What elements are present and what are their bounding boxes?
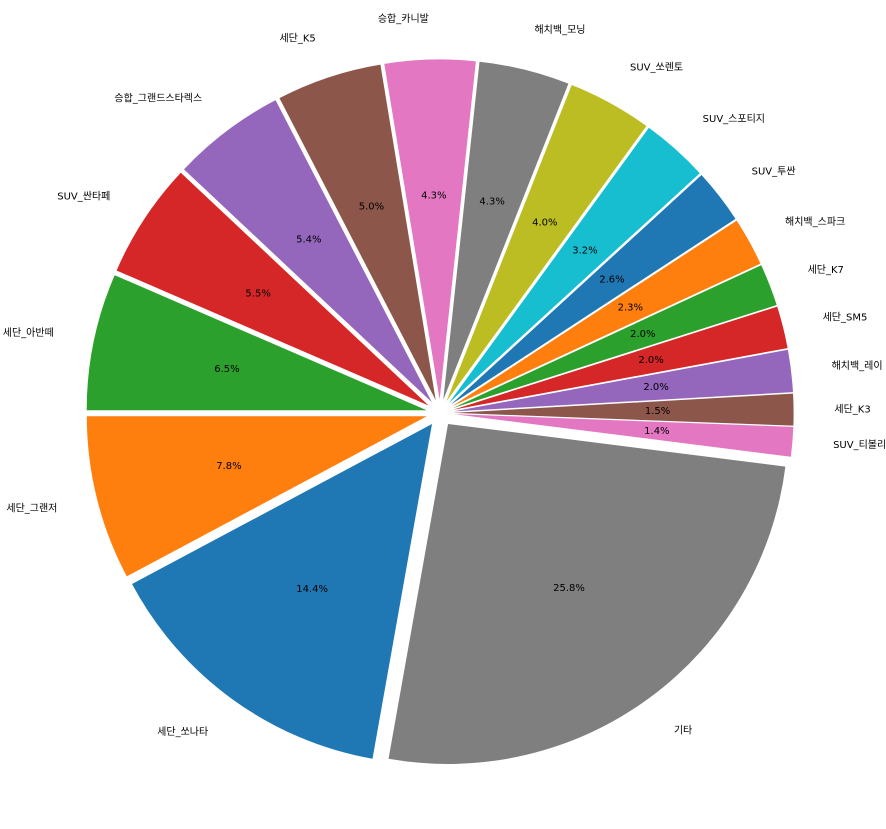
slice-category-label: SUV_투싼 xyxy=(752,165,796,177)
slice-percentage-label: 1.4% xyxy=(644,426,669,437)
slice-category-label: 세단_쏘나타 xyxy=(157,726,208,738)
pie-slice xyxy=(443,61,569,400)
slice-percentage-label: 1.5% xyxy=(645,406,670,417)
pie-slice xyxy=(86,275,427,411)
slice-category-label: 세단_SM5 xyxy=(823,311,868,323)
pie-slice xyxy=(86,416,427,577)
pie-slice xyxy=(450,175,736,405)
slice-percentage-label: 5.5% xyxy=(245,289,270,300)
pie-slice xyxy=(384,59,476,400)
slice-percentage-label: 7.8% xyxy=(216,461,241,472)
slice-percentage-label: 2.3% xyxy=(618,303,643,314)
pie-slice xyxy=(453,393,794,426)
slice-percentage-label: 4.3% xyxy=(421,190,446,201)
slice-percentage-label: 4.3% xyxy=(479,197,504,208)
pie-slice xyxy=(453,414,794,457)
slice-percentage-label: 2.0% xyxy=(630,329,655,340)
pie-slice xyxy=(132,424,433,759)
slice-category-label: 승합_카니발 xyxy=(378,13,429,25)
pie-slice xyxy=(183,100,432,403)
slice-category-label: 세단_그랜저 xyxy=(6,503,57,515)
percentage-labels: 7.8% 14.4% 25.8% 1.4% 1.5% 2.0% 2.0% 2.0% 2.3% 2.… xyxy=(214,190,670,595)
slice-category-label: SUV_티볼리 xyxy=(833,439,886,451)
pie-slice xyxy=(452,265,777,409)
pie-slice xyxy=(388,423,786,764)
slice-percentage-label: 5.0% xyxy=(359,201,384,212)
slice-category-label: 세단_K7 xyxy=(808,264,844,276)
slice-percentage-label: 5.4% xyxy=(296,234,321,245)
pie-slice xyxy=(449,127,700,403)
slice-category-label: 기타 xyxy=(674,725,692,737)
pie-slice xyxy=(116,172,429,406)
slice-category-label: 세단_아반떼 xyxy=(3,327,54,339)
slice-percentage-label: 2.0% xyxy=(638,355,663,366)
slice-percentage-label: 2.0% xyxy=(643,382,668,393)
slice-percentage-label: 6.5% xyxy=(214,364,239,375)
pie-slice xyxy=(451,220,761,407)
slice-percentage-label: 3.2% xyxy=(572,246,597,257)
slice-category-label: 세단_K3 xyxy=(834,403,870,415)
slice-percentage-label: 2.6% xyxy=(599,275,624,286)
slice-percentage-label: 14.4% xyxy=(296,584,328,595)
slice-percentage-label: 25.8% xyxy=(553,583,585,594)
pie-slice xyxy=(446,84,647,402)
slice-category-label: SUV_싼타페 xyxy=(57,190,110,202)
slice-category-label: 해치백_레이 xyxy=(832,359,883,372)
slice-category-label: 세단_K5 xyxy=(279,33,315,45)
slice-percentage-label: 4.0% xyxy=(532,217,557,228)
slice-category-label: 승합_그랜드스타렉스 xyxy=(114,92,202,104)
pie-slices xyxy=(86,59,794,764)
slice-category-label: SUV_쏘렌토 xyxy=(630,61,683,73)
pie-slice xyxy=(279,64,436,401)
slice-category-label: 해치백_모닝 xyxy=(534,23,585,36)
pie-slice xyxy=(453,349,793,412)
slice-category-label: SUV_스포티지 xyxy=(703,113,765,125)
slice-category-label: 해치백_스파크 xyxy=(785,215,845,228)
pie-slice xyxy=(453,306,788,410)
